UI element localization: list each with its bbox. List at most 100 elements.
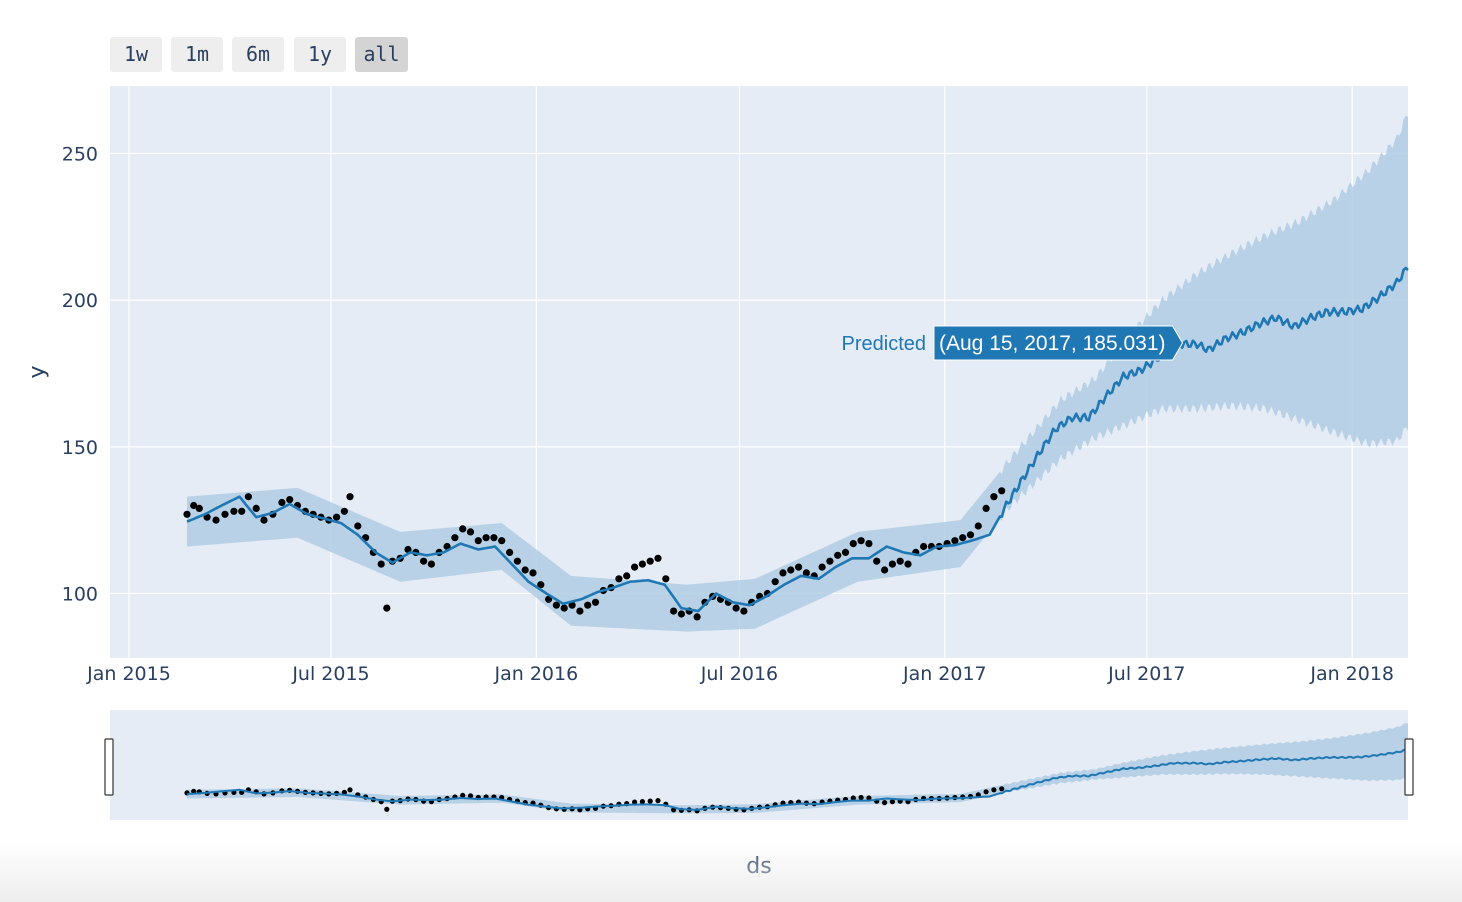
x-tick-label: Jan 2018 bbox=[1309, 663, 1394, 685]
actual-point bbox=[677, 610, 686, 618]
predicted-line-path bbox=[186, 266, 1409, 613]
x-axis-title: ds bbox=[746, 854, 771, 879]
x-axis-ticks: Jan 2015 Jul 2015 Jan 2016 Jul 2016 Jan 2017… bbox=[86, 663, 1394, 685]
actual-point bbox=[427, 560, 435, 568]
range-button-bg bbox=[232, 37, 284, 72]
mini-actual-point bbox=[991, 787, 997, 793]
rangeslider-left-handle[interactable] bbox=[104, 738, 114, 796]
actual-point bbox=[238, 507, 246, 515]
range-button-all[interactable]: all bbox=[355, 37, 408, 72]
mini-actual-point bbox=[858, 794, 864, 801]
interval-band bbox=[187, 115, 1408, 632]
actual-point bbox=[466, 528, 475, 536]
actual-point bbox=[904, 560, 912, 568]
mini-actual-point bbox=[889, 799, 896, 805]
actual-point bbox=[834, 551, 842, 559]
actual-point bbox=[826, 557, 834, 565]
actual-point bbox=[771, 578, 779, 586]
mini-actual-point bbox=[639, 799, 646, 805]
rangeslider-right-handle[interactable] bbox=[1404, 738, 1414, 796]
x-tick-label: Jul 2016 bbox=[700, 663, 778, 685]
actual-point bbox=[545, 595, 553, 603]
range-button-1w[interactable]: 1w bbox=[110, 37, 162, 72]
range-button-label: 6m bbox=[246, 42, 270, 66]
range-button-bg bbox=[355, 37, 408, 72]
actual-point bbox=[286, 496, 294, 504]
actual-point bbox=[506, 548, 514, 557]
actual-point bbox=[459, 525, 467, 533]
actual-point bbox=[920, 542, 928, 551]
range-selector: 1w 1m 6m 1y all bbox=[110, 37, 408, 72]
actual-point bbox=[888, 560, 897, 568]
actual-point bbox=[333, 513, 341, 521]
actual-point bbox=[693, 613, 701, 621]
actual-point bbox=[498, 537, 506, 545]
mini-actual-point bbox=[384, 806, 390, 812]
actual-point bbox=[195, 504, 203, 512]
actual-point bbox=[646, 557, 654, 565]
range-button-label: 1w bbox=[124, 42, 149, 66]
mini-actual-point bbox=[632, 799, 638, 805]
actual-point bbox=[959, 534, 967, 542]
actual-point bbox=[857, 537, 865, 545]
y-tick-label: 250 bbox=[62, 143, 98, 165]
actual-point bbox=[513, 557, 522, 565]
actual-point bbox=[623, 572, 631, 580]
actual-point bbox=[779, 569, 787, 577]
actual-point bbox=[482, 534, 490, 542]
hover-box bbox=[933, 325, 1184, 361]
actual-point bbox=[974, 522, 982, 530]
range-button-bg bbox=[110, 37, 162, 72]
actual-point bbox=[244, 493, 252, 501]
actual-point bbox=[212, 516, 220, 524]
hover-tooltip: Predicted (Aug 15, 2017, 185.031) bbox=[842, 325, 1184, 361]
actual-point bbox=[865, 540, 873, 548]
actual-point bbox=[654, 554, 662, 562]
actual-point bbox=[638, 560, 647, 568]
actual-point bbox=[230, 507, 238, 515]
x-tick-label: Jan 2016 bbox=[493, 663, 578, 685]
range-button-label: all bbox=[363, 42, 399, 66]
x-tick-label: Jan 2017 bbox=[902, 663, 987, 685]
actual-point bbox=[190, 501, 198, 510]
range-button-1m[interactable]: 1m bbox=[171, 37, 223, 72]
y-tick-label: 150 bbox=[62, 437, 98, 459]
actual-point bbox=[420, 557, 428, 565]
hover-value: (Aug 15, 2017, 185.031) bbox=[939, 332, 1166, 355]
x-tick-label: Jul 2017 bbox=[1107, 663, 1185, 685]
range-button-bg bbox=[171, 37, 223, 72]
actual-point bbox=[873, 557, 881, 565]
actual-point bbox=[474, 537, 482, 545]
range-button-1y[interactable]: 1y bbox=[294, 37, 346, 72]
y-axis-title: y bbox=[25, 365, 50, 378]
actual-point bbox=[818, 563, 826, 571]
actual-point bbox=[183, 510, 191, 518]
actual-point bbox=[377, 560, 385, 568]
mini-actual-point bbox=[999, 786, 1005, 792]
actual-point bbox=[802, 569, 811, 577]
actual-point bbox=[951, 537, 959, 545]
range-button-6m[interactable]: 6m bbox=[232, 37, 284, 72]
actual-point bbox=[568, 601, 576, 609]
y-tick-label: 100 bbox=[62, 583, 98, 605]
mini-actual-point bbox=[655, 798, 661, 804]
mini-actual-point bbox=[882, 800, 888, 806]
actual-point bbox=[584, 601, 592, 609]
actual-point bbox=[881, 566, 889, 574]
actual-point bbox=[982, 504, 990, 512]
rangeslider-preview bbox=[184, 723, 1409, 814]
actual-point bbox=[521, 566, 529, 574]
y-axis-ticks: 100 150 200 250 bbox=[62, 143, 98, 605]
mini-predicted-line bbox=[186, 748, 1409, 811]
mini-actual-point bbox=[647, 798, 653, 804]
uncertainty-band bbox=[187, 115, 1408, 632]
mini-interval-band bbox=[187, 723, 1408, 814]
x-tick-label: Jul 2015 bbox=[291, 663, 369, 685]
mini-actual-point bbox=[347, 787, 353, 793]
actual-point bbox=[278, 498, 286, 507]
mini-actual-point bbox=[983, 789, 989, 795]
actual-point bbox=[787, 566, 795, 574]
actual-point bbox=[732, 604, 740, 612]
range-button-bg bbox=[294, 37, 346, 72]
actual-point bbox=[354, 522, 362, 530]
